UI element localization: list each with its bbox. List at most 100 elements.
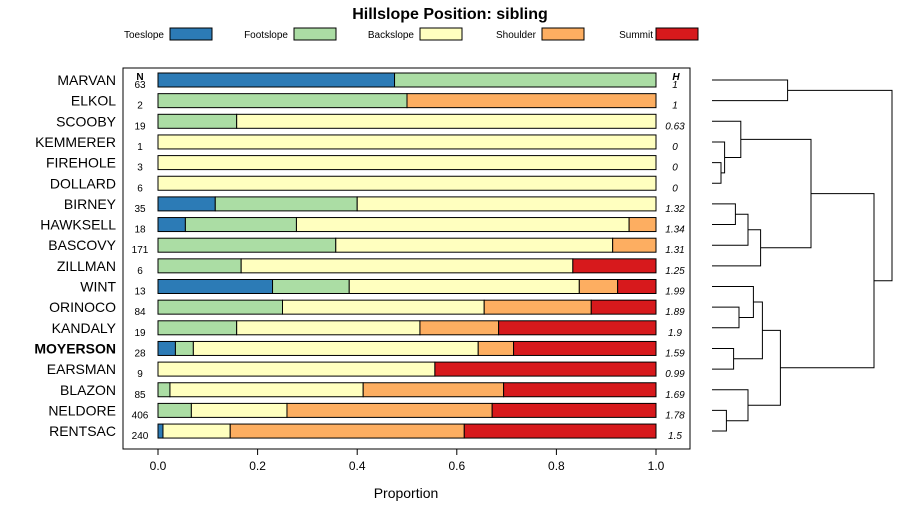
- legend-swatch-shoulder: [541, 27, 585, 41]
- x-tick-label: 0.0: [150, 459, 167, 473]
- h-value-scooby: 0.63: [665, 121, 685, 132]
- legend-swatch-footslope: [293, 27, 337, 41]
- bar-segment-rentsac-summit: [463, 423, 657, 439]
- row-label-hawksell: HAWKSELL: [40, 217, 116, 233]
- n-value-hawksell: 18: [134, 225, 146, 236]
- row-label-moyerson: MOYERSON: [34, 340, 116, 356]
- bar-segment-moyerson-shoulder: [477, 340, 515, 356]
- row-label-kandaly: KANDALY: [52, 320, 117, 336]
- legend-label-summit: Summit: [619, 30, 653, 41]
- legend-swatch-toeslope: [169, 27, 213, 41]
- row-label-zillman: ZILLMAN: [57, 258, 116, 274]
- dendrogram-merge-15: [780, 193, 875, 369]
- h-value-zillman: 1.25: [665, 266, 685, 277]
- bar-segment-zillman-footslope: [157, 258, 242, 274]
- row-label-earsman: EARSMAN: [47, 361, 116, 377]
- n-value-kemmerer: 1: [137, 142, 143, 153]
- row-label-neldore: NELDORE: [48, 402, 116, 418]
- bar-segment-orinoco-backslope: [282, 299, 485, 315]
- dendrogram-merge-7: [740, 138, 812, 249]
- h-column: 1 1 0.63 0 0 0 1.32 1.34 1.31 1.25 1.99 1.89 1.9 1.59…: [665, 80, 685, 442]
- dendrogram-merge-10: [712, 347, 735, 370]
- h-value-kemmerer: 0: [672, 142, 678, 153]
- n-value-scooby: 19: [134, 121, 146, 132]
- bar-segment-kandaly-summit: [498, 320, 657, 336]
- x-tick-label: 0.8: [548, 459, 565, 473]
- bar-segment-earsman-backslope: [157, 361, 436, 377]
- n-value-bascovy: 171: [132, 245, 149, 256]
- bar-segment-zillman-backslope: [240, 258, 574, 274]
- bar-segment-birney-toeslope: [157, 196, 216, 212]
- dendrogram-merge-9: [712, 286, 754, 318]
- bar-segment-wint-toeslope: [157, 279, 274, 294]
- h-value-rentsac: 1.5: [668, 431, 682, 442]
- n-value-zillman: 6: [137, 266, 143, 277]
- h-value-wint: 1.99: [665, 287, 685, 298]
- dendrogram-merge-6: [712, 229, 762, 267]
- row-label-bascovy: BASCOVY: [48, 237, 116, 253]
- bar-segment-bascovy-backslope: [335, 237, 614, 253]
- h-value-kandaly: 1.9: [668, 328, 682, 339]
- row-label-elkol: ELKOL: [71, 93, 116, 109]
- chart-title: Hillslope Position: sibling: [352, 6, 548, 23]
- dendrogram-merge-4: [712, 203, 736, 226]
- bar-segment-blazon-footslope: [157, 382, 171, 398]
- bar-segment-dollard-backslope: [157, 175, 657, 191]
- row-label-wint: WINT: [80, 279, 116, 295]
- bar-segment-wint-backslope: [348, 279, 580, 294]
- n-value-rentsac: 240: [132, 431, 149, 442]
- plot-area-frame: [122, 67, 691, 450]
- dendrogram-merge-0: [712, 79, 789, 102]
- bar-segment-moyerson-backslope: [192, 340, 479, 356]
- dendrogram: [712, 79, 893, 432]
- bar-segment-moyerson-footslope: [174, 340, 194, 356]
- bar-segment-wint-summit: [617, 279, 657, 294]
- row-label-scooby: SCOOBY: [56, 113, 117, 129]
- x-tick-label: 0.4: [349, 459, 366, 473]
- legend-label-footslope: Footslope: [244, 30, 288, 41]
- bar-segment-earsman-summit: [434, 361, 657, 377]
- bar-segment-scooby-footslope: [157, 113, 238, 129]
- h-value-neldore: 1.78: [665, 410, 685, 421]
- bar-segment-marvan-toeslope: [157, 72, 396, 88]
- bar-segment-neldore-footslope: [157, 402, 192, 418]
- n-value-kandaly: 19: [134, 328, 146, 339]
- bar-segment-elkol-footslope: [157, 93, 408, 109]
- bar-segment-kandaly-footslope: [157, 320, 238, 336]
- n-value-earsman: 9: [137, 369, 143, 380]
- dendrogram-merge-13: [712, 389, 749, 422]
- h-value-elkol: 1: [672, 101, 678, 112]
- dendrogram-merge-1: [712, 162, 722, 184]
- bar-segment-bascovy-shoulder: [612, 237, 657, 253]
- h-value-bascovy: 1.31: [665, 245, 684, 256]
- legend-swatch-backslope: [419, 27, 463, 41]
- bar-segment-blazon-backslope: [169, 382, 364, 398]
- bar-segment-rentsac-toeslope: [157, 423, 164, 439]
- bar-segment-neldore-shoulder: [286, 402, 493, 418]
- bar-segment-kemmerer-backslope: [157, 134, 657, 150]
- row-label-rentsac: RENTSAC: [49, 423, 116, 439]
- bar-segment-wint-footslope: [272, 279, 350, 294]
- bar-segment-blazon-shoulder: [362, 382, 505, 398]
- legend-swatch-summit: [655, 27, 699, 41]
- bar-segment-hawksell-backslope: [295, 217, 630, 233]
- bar-segment-birney-footslope: [214, 196, 358, 212]
- dendrogram-merge-5: [712, 213, 749, 246]
- n-value-blazon: 85: [134, 390, 146, 401]
- bar-segment-scooby-backslope: [236, 113, 657, 129]
- x-tick-label: 1.0: [648, 459, 665, 473]
- dendrogram-merge-2: [712, 141, 726, 174]
- bar-segment-wint-shoulder: [578, 279, 619, 294]
- bar-segment-moyerson-toeslope: [157, 340, 176, 356]
- n-value-elkol: 2: [137, 101, 143, 112]
- n-value-wint: 13: [134, 287, 146, 298]
- row-label-blazon: BLAZON: [60, 382, 116, 398]
- legend-label-backslope: Backslope: [368, 30, 415, 41]
- bar-segment-marvan-footslope: [394, 72, 657, 88]
- h-value-dollard: 0: [672, 183, 678, 194]
- x-axis: 0.0 0.2 0.4 0.6 0.8 1.0: [150, 449, 665, 473]
- n-value-orinoco: 84: [134, 307, 146, 318]
- dendrogram-merge-8: [712, 306, 740, 329]
